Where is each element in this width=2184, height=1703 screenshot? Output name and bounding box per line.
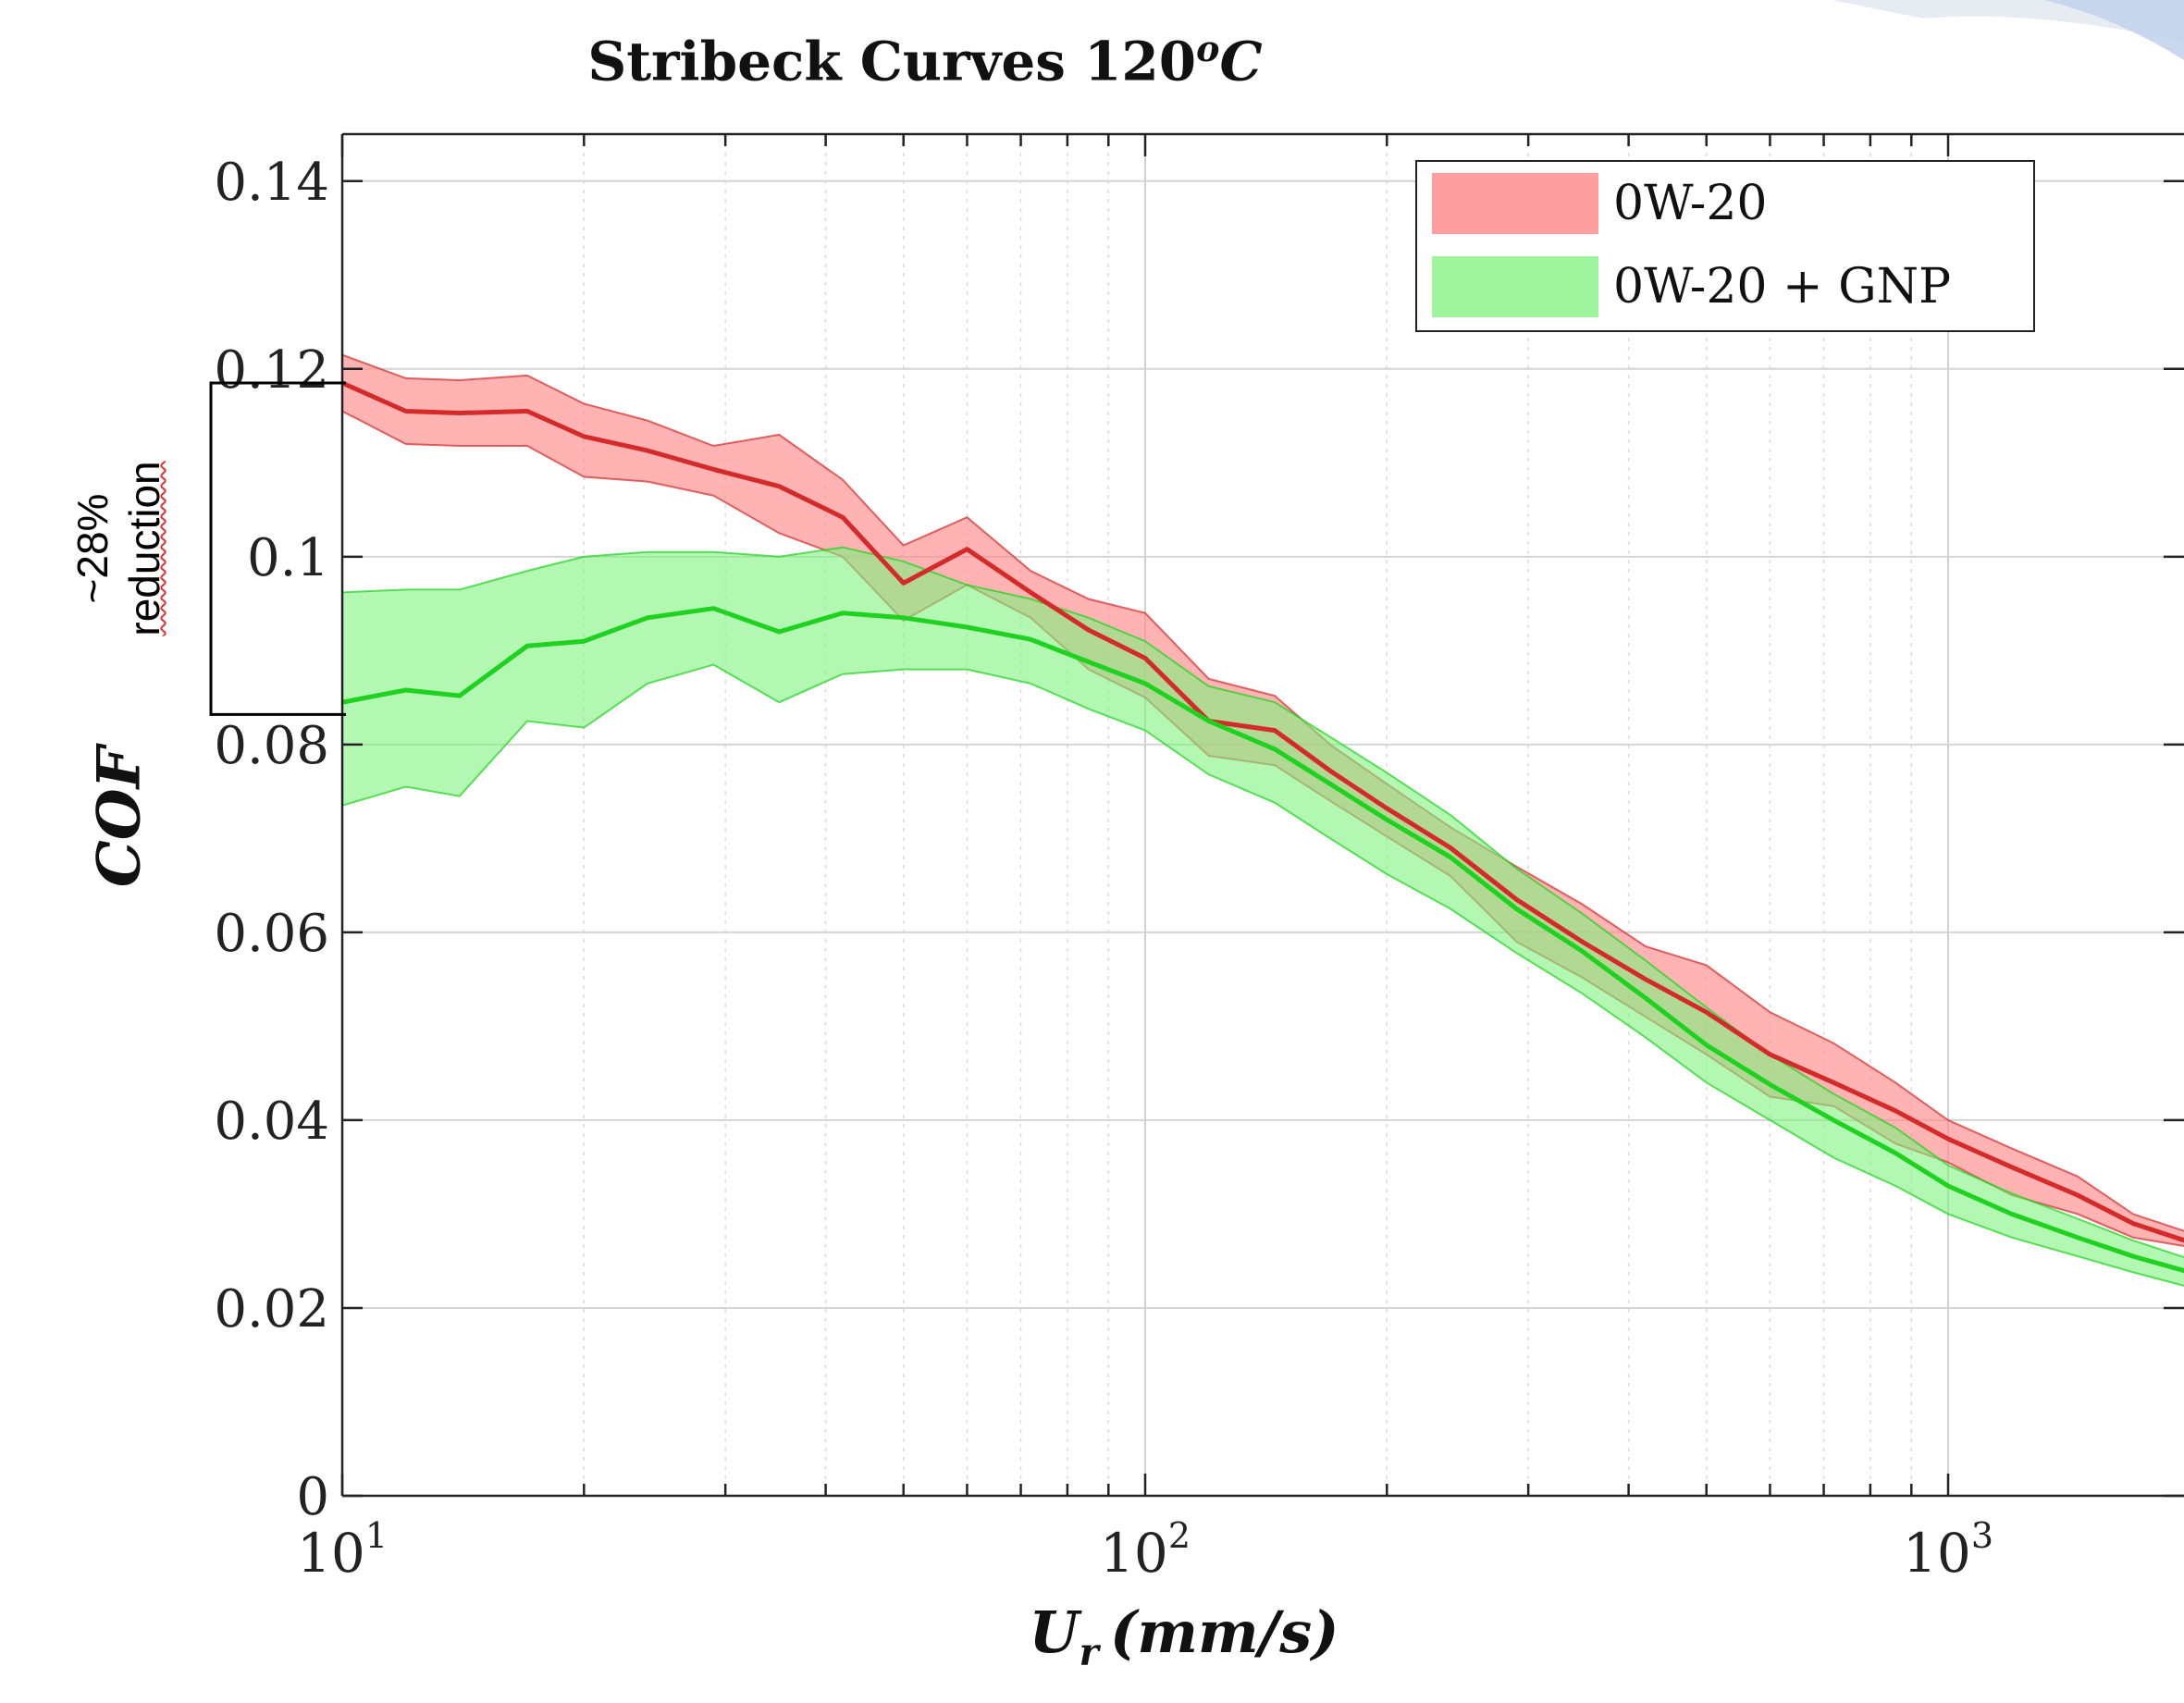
title-superscript: o (1196, 28, 1220, 69)
x-axis-label: Ur (mm/s) (1029, 1598, 1339, 1674)
legend-entry-0w20: 0W-20 (1432, 171, 1768, 236)
x-tick-label: 103 (1903, 1515, 1993, 1585)
series-line-1 (341, 606, 2184, 1274)
y-tick-label: 0 (296, 1467, 329, 1527)
series-band-0 (341, 353, 2184, 1247)
x-tick-label: 102 (1100, 1515, 1191, 1585)
annotation-text: reduction (120, 461, 168, 636)
reduction-annotation: ~28% reduction (67, 461, 170, 636)
legend-label-0w20: 0W-20 (1613, 176, 1768, 231)
legend-swatch-0w20-gnp (1432, 256, 1598, 317)
series-line-0 (340, 380, 2184, 1243)
legend-swatch-0w20 (1432, 173, 1598, 234)
title-suffix: C (1219, 30, 1263, 93)
y-tick-label: 0.12 (214, 340, 329, 401)
y-tick-label: 0.14 (214, 153, 329, 213)
y-axis-label: COF (84, 746, 154, 888)
reduction-bracket (209, 381, 346, 716)
x-axis-label-units: (mm/s) (1110, 1598, 1339, 1666)
annotation-percent: ~28% (68, 493, 117, 604)
chart-title: Stribeck Curves 120oC (587, 28, 1263, 93)
y-tick-label: 0.06 (214, 904, 329, 964)
x-tick-label: 101 (297, 1515, 388, 1585)
series-band-1 (341, 546, 2184, 1287)
legend-label-0w20-gnp: 0W-20 + GNP (1613, 259, 1952, 315)
y-tick-label: 0.1 (247, 528, 329, 588)
y-tick-label: 0.08 (214, 716, 329, 776)
legend-entry-0w20-gnp: 0W-20 + GNP (1432, 254, 1951, 319)
y-tick-label: 0.04 (214, 1092, 329, 1152)
y-tick-label: 0.02 (214, 1279, 329, 1339)
x-axis-label-subscript: r (1079, 1630, 1099, 1674)
legend: 0W-20 0W-20 + GNP (1415, 160, 2035, 332)
